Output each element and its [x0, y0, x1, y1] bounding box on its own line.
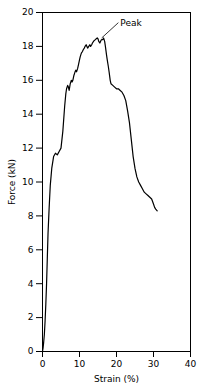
svg-text:Peak: Peak — [120, 18, 142, 28]
svg-text:8: 8 — [28, 211, 34, 221]
svg-text:18: 18 — [22, 41, 34, 51]
svg-text:40: 40 — [185, 359, 197, 369]
svg-text:20: 20 — [22, 7, 34, 17]
svg-text:20: 20 — [111, 359, 123, 369]
svg-text:10: 10 — [22, 177, 34, 187]
svg-text:12: 12 — [22, 143, 33, 153]
svg-text:30: 30 — [148, 359, 160, 369]
svg-text:4: 4 — [28, 279, 34, 289]
svg-text:16: 16 — [22, 75, 34, 85]
svg-text:10: 10 — [74, 359, 86, 369]
svg-text:6: 6 — [28, 245, 34, 255]
svg-text:2: 2 — [28, 312, 34, 322]
svg-text:14: 14 — [22, 109, 34, 119]
svg-text:0: 0 — [40, 359, 46, 369]
svg-text:Strain (%): Strain (%) — [94, 374, 139, 384]
svg-text:Force (kN): Force (kN) — [7, 159, 17, 205]
svg-text:0: 0 — [28, 346, 34, 356]
